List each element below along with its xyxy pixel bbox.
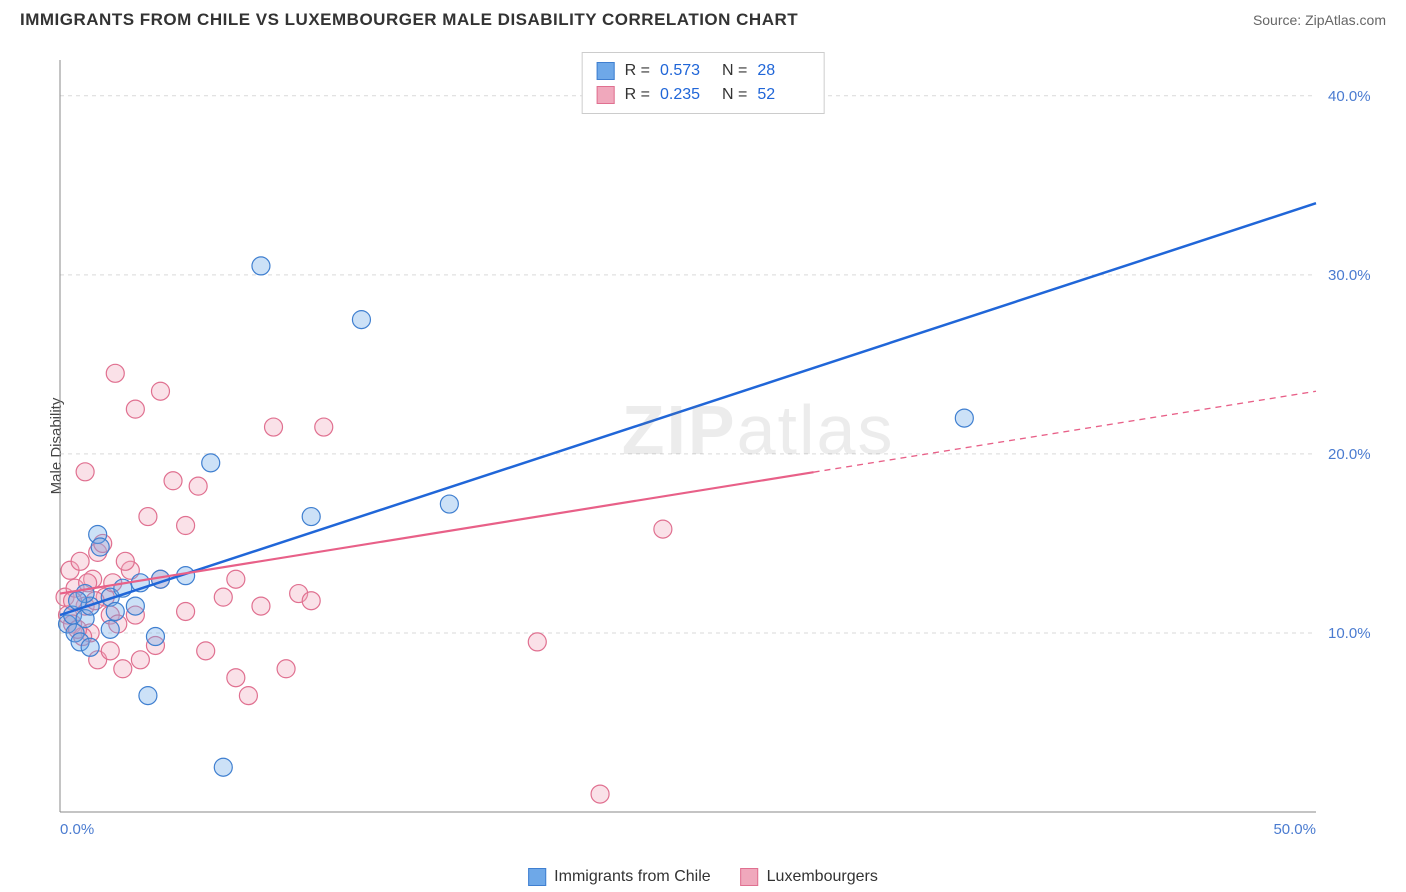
y-tick-label: 40.0%	[1328, 88, 1371, 105]
legend-swatch	[597, 62, 615, 80]
data-point	[202, 454, 220, 472]
legend-label: Luxembourgers	[767, 868, 878, 886]
x-tick-label: 0.0%	[60, 821, 94, 838]
data-point	[106, 602, 124, 620]
data-point	[214, 588, 232, 606]
chart-area: 10.0%20.0%30.0%40.0%0.0%50.0% ZIPatlas	[50, 50, 1386, 842]
data-point	[252, 257, 270, 275]
data-point	[177, 602, 195, 620]
data-point	[252, 597, 270, 615]
source-name: ZipAtlas.com	[1305, 12, 1386, 28]
data-point	[277, 660, 295, 678]
data-point	[302, 592, 320, 610]
legend-row: R = 0.573 N = 28	[597, 59, 810, 83]
n-label: N =	[722, 83, 747, 107]
series-legend: Immigrants from Chile Luxembourgers	[528, 868, 878, 886]
data-point	[227, 669, 245, 687]
legend-item: Luxembourgers	[741, 868, 878, 886]
legend-swatch	[741, 868, 759, 886]
data-point	[591, 785, 609, 803]
data-point	[101, 642, 119, 660]
trend-line-extrapolated	[814, 391, 1316, 472]
scatter-plot: 10.0% 20.0% 30.0% 40.0% 0.0% 50.0%	[50, 50, 1386, 842]
data-point	[214, 758, 232, 776]
legend-swatch	[597, 86, 615, 104]
source-prefix: Source:	[1253, 12, 1305, 28]
chart-source: Source: ZipAtlas.com	[1253, 12, 1386, 28]
data-point	[528, 633, 546, 651]
data-point	[302, 508, 320, 526]
r-value: 0.235	[660, 83, 712, 107]
chart-header: IMMIGRANTS FROM CHILE VS LUXEMBOURGER MA…	[20, 10, 1386, 30]
data-point	[265, 418, 283, 436]
r-value: 0.573	[660, 59, 712, 83]
data-point	[81, 638, 99, 656]
data-point	[126, 400, 144, 418]
data-point	[126, 597, 144, 615]
n-value: 28	[757, 59, 809, 83]
data-point	[239, 687, 257, 705]
legend-swatch	[528, 868, 546, 886]
data-point	[131, 651, 149, 669]
data-point	[139, 508, 157, 526]
n-label: N =	[722, 59, 747, 83]
y-tick-label: 20.0%	[1328, 446, 1371, 463]
data-point	[189, 477, 207, 495]
data-point	[955, 409, 973, 427]
data-point	[315, 418, 333, 436]
data-point	[164, 472, 182, 490]
y-tick-label: 30.0%	[1328, 267, 1371, 284]
data-point	[116, 552, 134, 570]
data-point	[151, 382, 169, 400]
chart-title: IMMIGRANTS FROM CHILE VS LUXEMBOURGER MA…	[20, 10, 798, 30]
legend-row: R = 0.235 N = 52	[597, 83, 810, 107]
data-point	[114, 660, 132, 678]
correlation-legend: R = 0.573 N = 28 R = 0.235 N = 52	[582, 52, 825, 114]
n-value: 52	[757, 83, 809, 107]
data-point	[91, 538, 109, 556]
r-label: R =	[625, 59, 650, 83]
data-point	[76, 463, 94, 481]
legend-item: Immigrants from Chile	[528, 868, 710, 886]
r-label: R =	[625, 83, 650, 107]
data-point	[106, 364, 124, 382]
legend-label: Immigrants from Chile	[554, 868, 710, 886]
data-point	[440, 495, 458, 513]
trend-line	[60, 203, 1316, 615]
data-point	[197, 642, 215, 660]
x-tick-label: 50.0%	[1273, 821, 1316, 838]
data-point	[101, 620, 119, 638]
data-point	[139, 687, 157, 705]
y-tick-label: 10.0%	[1328, 625, 1371, 642]
data-point	[177, 517, 195, 535]
data-point	[654, 520, 672, 538]
data-point	[227, 570, 245, 588]
data-point	[146, 628, 164, 646]
data-point	[71, 552, 89, 570]
data-point	[352, 311, 370, 329]
